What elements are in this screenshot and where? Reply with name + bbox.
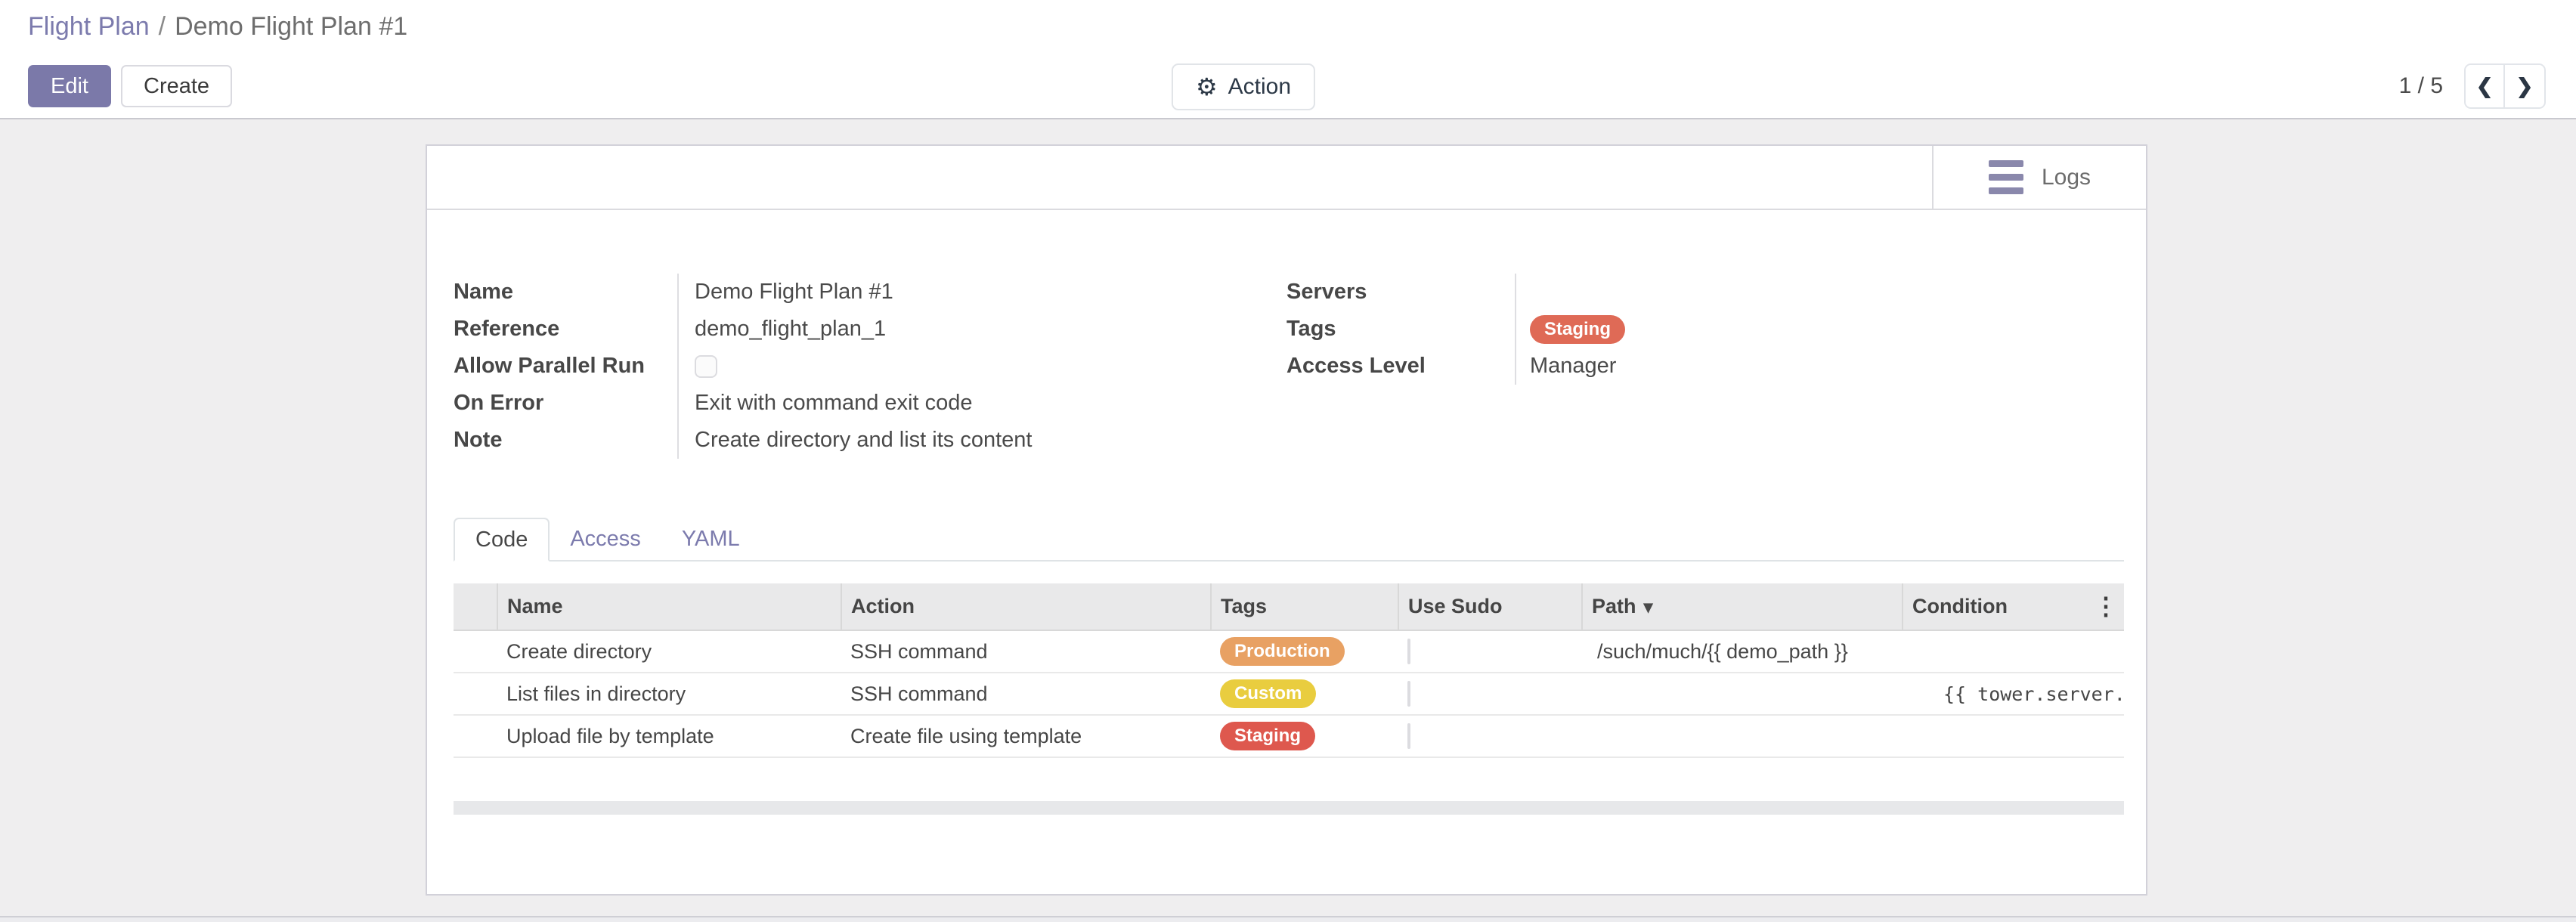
cell-path <box>1582 715 1903 758</box>
cell-tags: Custom <box>1211 673 1398 716</box>
pager-previous-button[interactable]: ❮ <box>2466 65 2505 107</box>
table-row-upload-file[interactable]: Upload file by template Create file usin… <box>454 715 2124 758</box>
field-value-allow-parallel-run <box>677 348 1286 385</box>
field-value-tags: Staging <box>1515 311 2119 348</box>
pager: 1 / 5 ❮ ❯ <box>2399 63 2546 109</box>
field-value-on-error: Exit with command exit code <box>677 385 1286 422</box>
logs-list-icon <box>1988 160 2023 194</box>
tab-code[interactable]: Code <box>454 518 550 562</box>
gear-icon: ⚙ <box>1195 73 1218 101</box>
form-sheet: Logs Name Demo Flight Plan #1 Reference … <box>426 144 2147 896</box>
action-button[interactable]: ⚙ Action <box>1171 63 1316 110</box>
content-area: Logs Name Demo Flight Plan #1 Reference … <box>0 119 2576 922</box>
row-handle-cell <box>454 630 497 673</box>
cell-use-sudo <box>1398 673 1582 716</box>
column-header-action[interactable]: Action <box>841 583 1212 631</box>
optional-columns-icon[interactable]: ⋮ <box>2094 592 2118 620</box>
column-header-name[interactable]: Name <box>497 583 842 631</box>
cell-use-sudo <box>1398 715 1582 758</box>
field-value-access-level: Manager <box>1515 348 2119 385</box>
tag-badge-staging: Staging <box>1530 314 1625 344</box>
tag-badge-staging-row: Staging <box>1220 722 1315 750</box>
horizontal-scrollbar[interactable] <box>454 801 2124 815</box>
field-value-name: Demo Flight Plan #1 <box>677 274 1286 311</box>
table-header-row: Name Action Tags Use Sudo Path ▾ Conditio… <box>454 583 2124 631</box>
cell-tags: Production <box>1211 630 1398 673</box>
field-group-left: Name Demo Flight Plan #1 Reference demo_… <box>454 274 1286 459</box>
field-label-on-error: On Error <box>454 391 544 415</box>
cell-action: Create file using template <box>841 715 1211 758</box>
use-sudo-checkbox[interactable] <box>1407 722 1410 749</box>
tab-access[interactable]: Access <box>570 526 641 551</box>
allow-parallel-run-checkbox[interactable] <box>695 354 717 378</box>
breadcrumb-parent-link[interactable]: Flight Plan <box>28 12 150 41</box>
row-handle-cell <box>454 673 497 716</box>
use-sudo-checkbox[interactable] <box>1407 680 1410 707</box>
cell-path: /such/much/{{ demo_path }} <box>1582 630 1903 673</box>
table-row-create-directory[interactable]: Create directory SSH command Production … <box>454 630 2124 673</box>
field-label-name: Name <box>454 280 513 304</box>
pager-buttons: ❮ ❯ <box>2464 63 2546 109</box>
column-header-path[interactable]: Path ▾ <box>1582 583 1903 631</box>
tab-yaml[interactable]: YAML <box>681 526 740 551</box>
action-button-label: Action <box>1228 74 1292 99</box>
cell-path <box>1582 673 1903 716</box>
commands-table: Name Action Tags Use Sudo Path ▾ Conditio… <box>454 583 2124 801</box>
chevron-right-icon: ❯ <box>2516 74 2534 97</box>
field-label-note: Note <box>454 428 503 452</box>
cell-name: Upload file by template <box>497 715 841 758</box>
bottom-strip <box>0 916 2576 922</box>
tag-badge-custom: Custom <box>1220 679 1317 708</box>
field-value-note: Create directory and list its content <box>677 422 1286 459</box>
column-header-tags[interactable]: Tags <box>1211 583 1399 631</box>
chevron-left-icon: ❮ <box>2475 74 2494 97</box>
column-header-condition[interactable]: Condition <box>1903 583 2124 631</box>
create-button[interactable]: Create <box>121 65 233 107</box>
field-value-servers <box>1515 274 2119 311</box>
notebook-tabs: Code Access YAML <box>454 518 2124 562</box>
sheet-header: Logs <box>427 146 2146 210</box>
column-header-handle <box>454 583 498 631</box>
cell-use-sudo <box>1398 630 1582 673</box>
cell-action: SSH command <box>841 673 1211 716</box>
tag-badge-production: Production <box>1220 637 1345 666</box>
field-value-reference: demo_flight_plan_1 <box>677 311 1286 348</box>
cell-tags: Staging <box>1211 715 1398 758</box>
sort-desc-icon: ▾ <box>1643 597 1653 617</box>
breadcrumb-current: Demo Flight Plan #1 <box>175 12 408 41</box>
cell-name: List files in directory <box>497 673 841 716</box>
logs-button[interactable]: Logs <box>1932 146 2146 209</box>
edit-button[interactable]: Edit <box>28 65 111 107</box>
pager-count[interactable]: 1 / 5 <box>2398 73 2443 98</box>
cell-condition <box>1903 630 2124 673</box>
breadcrumb: Flight Plan / Demo Flight Plan #1 <box>28 12 407 42</box>
field-label-allow-parallel-run: Allow Parallel Run <box>454 354 645 378</box>
logs-button-label: Logs <box>2041 164 2091 190</box>
cell-condition: {{ tower.server.st <box>1903 673 2124 716</box>
field-label-tags: Tags <box>1286 317 1336 341</box>
field-label-reference: Reference <box>454 317 560 341</box>
control-panel: Flight Plan / Demo Flight Plan #1 Edit Cre… <box>0 0 2576 119</box>
cell-name: Create directory <box>497 630 841 673</box>
row-handle-cell <box>454 715 497 758</box>
field-groups: Name Demo Flight Plan #1 Reference demo_… <box>454 274 2119 459</box>
column-header-use-sudo[interactable]: Use Sudo <box>1398 583 1583 631</box>
use-sudo-checkbox[interactable] <box>1407 638 1410 664</box>
field-label-servers: Servers <box>1286 280 1367 304</box>
cell-action: SSH command <box>841 630 1211 673</box>
table-row-list-files[interactable]: List files in directory SSH command Cust… <box>454 673 2124 716</box>
cell-condition <box>1903 715 2124 758</box>
field-group-right: Servers Tags Staging Access Level Manage… <box>1286 274 2119 459</box>
pager-next-button[interactable]: ❯ <box>2505 65 2544 107</box>
field-label-access-level: Access Level <box>1286 354 1426 378</box>
breadcrumb-separator: / <box>158 12 166 41</box>
